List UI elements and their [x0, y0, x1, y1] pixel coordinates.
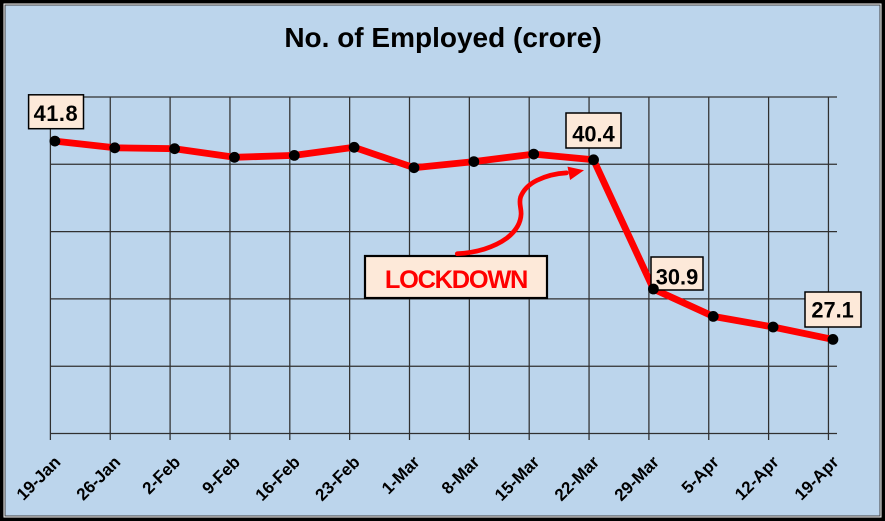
svg-text:No. of Employed (crore): No. of Employed (crore) [284, 22, 601, 53]
svg-text:40.4: 40.4 [572, 121, 614, 146]
svg-text:41.8: 41.8 [34, 101, 79, 126]
svg-text:27.1: 27.1 [811, 298, 853, 323]
svg-text:30.9: 30.9 [656, 265, 698, 290]
svg-text:LOCKDOWN: LOCKDOWN [385, 266, 527, 294]
